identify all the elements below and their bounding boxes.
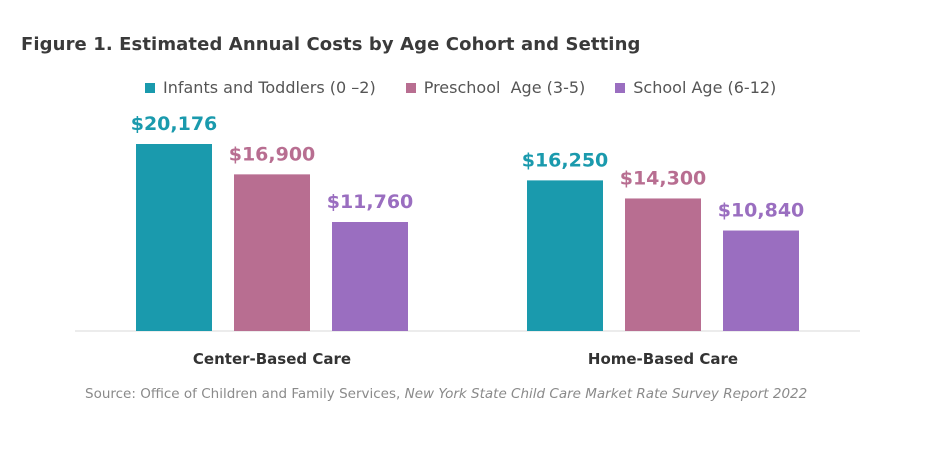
value-label-center-based-infants: $20,176 [131,113,218,135]
value-label-home-based-infants: $16,250 [522,149,609,171]
bar-center-based-school-age [332,222,408,331]
bar-home-based-preschool [625,198,701,331]
legend-label-infants: Infants and Toddlers (0 –2) [163,78,376,97]
value-label-center-based-school-age: $11,760 [327,191,414,213]
bar-home-based-school-age [723,230,799,331]
bar-center-based-infants [136,144,212,331]
category-label-home-based: Home-Based Care [588,350,738,368]
legend-item-infants: Infants and Toddlers (0 –2) [145,78,376,97]
value-labels-group: $20,176 $16,900 $11,760 $16,250 $14,300 $10,8… [131,113,805,222]
legend-swatch-preschool [405,82,416,93]
value-label-home-based-preschool: $14,300 [620,167,707,189]
source-prefix: Source: Office of Children and Family Se… [85,386,405,402]
bars-group [136,144,799,331]
value-label-home-based-school-age: $10,840 [718,200,805,222]
legend-label-school-age: School Age (6-12) [633,78,777,97]
value-label-center-based-preschool: $16,900 [229,143,316,165]
legend-swatch-infants [145,82,155,93]
legend-swatch-school-age [615,82,626,93]
legend: Infants and Toddlers (0 –2) Preschool Ag… [145,78,776,97]
source-report-title: New York State Child Care Market Rate Su… [404,386,808,402]
category-label-center-based: Center-Based Care [193,350,351,368]
bar-center-based-preschool [234,174,310,331]
bar-home-based-infants [527,180,603,331]
category-labels-group: Center-Based Care Home-Based Care [193,350,738,368]
legend-label-preschool: Preschool Age (3-5) [423,78,586,97]
legend-item-school-age: School Age (6-12) [615,78,776,97]
legend-item-preschool: Preschool Age (3-5) [405,78,586,97]
chart-title: Figure 1. Estimated Annual Costs by Age … [21,34,641,55]
source-note: Source: Office of Children and Family Se… [85,386,807,402]
